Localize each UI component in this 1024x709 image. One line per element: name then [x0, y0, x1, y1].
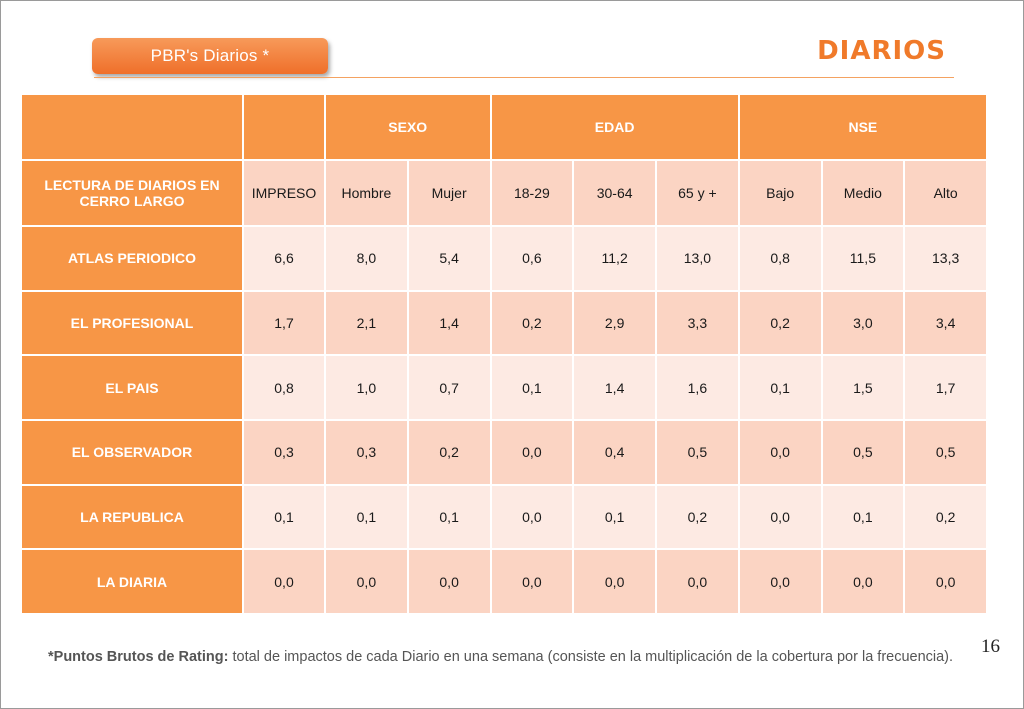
table-cell: 1,7 [244, 291, 324, 355]
table-cell: 0,8 [739, 227, 821, 290]
table-cell: 0,1 [326, 485, 407, 549]
table-cell: 1,0 [326, 356, 407, 419]
table-cell: 0,1 [822, 485, 904, 549]
section-tab[interactable]: PBR's Diarios * [92, 38, 328, 74]
table-cell: 0,2 [491, 291, 573, 355]
table-cell: 1,4 [574, 356, 655, 419]
table-cell: 2,9 [574, 291, 655, 355]
table-cell: 0,0 [491, 420, 573, 484]
table-row: LA DIARIA 0,0 0,0 0,0 0,0 0,0 0,0 0,0 0,0 0,0 [22, 550, 986, 613]
table-row: ATLAS PERIODICO 6,6 8,0 5,4 0,6 11,2 13,0 0,8 11… [22, 227, 986, 290]
table-cell: 1,4 [408, 291, 490, 355]
table-cell: 11,5 [822, 227, 904, 290]
table-row: EL OBSERVADOR 0,3 0,3 0,2 0,0 0,4 0,5 0,0 0,5 0,5 [22, 420, 986, 484]
column-header: Mujer [408, 161, 490, 225]
table-cell: 0,0 [905, 550, 986, 613]
table-cell: 0,5 [905, 420, 986, 484]
row-label: ATLAS PERIODICO [22, 227, 242, 290]
table-cell: 0,0 [739, 550, 821, 613]
table-cell: 0,7 [408, 356, 490, 419]
table-cell: 0,1 [244, 485, 324, 549]
column-header: 18-29 [491, 161, 573, 225]
column-header: 30-64 [574, 161, 655, 225]
column-header: 65 y + [657, 161, 738, 225]
column-header: Medio [822, 161, 904, 225]
table-cell: 1,6 [657, 356, 738, 419]
table-cell: 3,3 [657, 291, 738, 355]
table-cell: 0,0 [244, 550, 324, 613]
table-cell: 2,1 [326, 291, 407, 355]
table-cell: 0,0 [822, 550, 904, 613]
table-cell: 8,0 [326, 227, 407, 290]
table-cell: 1,5 [822, 356, 904, 419]
group-header-sexo: SEXO [326, 95, 490, 159]
column-header: IMPRESO [244, 161, 324, 225]
column-header: Bajo [739, 161, 821, 225]
table-cell: 0,1 [491, 356, 573, 419]
table-cell: 0,3 [326, 420, 407, 484]
table-cell: 0,6 [491, 227, 573, 290]
table-row: EL PAIS 0,8 1,0 0,7 0,1 1,4 1,6 0,1 1,5 1,7 [22, 356, 986, 419]
table-cell: 1,7 [905, 356, 986, 419]
table-cell: 3,0 [822, 291, 904, 355]
table-cell: 0,2 [408, 420, 490, 484]
group-header-row: SEXO EDAD NSE [22, 95, 986, 159]
table-row: LA REPUBLICA 0,1 0,1 0,1 0,0 0,1 0,2 0,0 0,1 0,2 [22, 485, 986, 549]
table-cell: 0,0 [491, 550, 573, 613]
footnote-term: *Puntos Brutos de Rating: [48, 649, 229, 665]
table-cell: 0,2 [739, 291, 821, 355]
section-tab-label: PBR's Diarios * [150, 46, 270, 65]
page-number: 16 [981, 636, 1000, 657]
table-cell: 0,1 [574, 485, 655, 549]
table-cell: 0,0 [657, 550, 738, 613]
footnote-text: total de impactos de cada Diario en una … [228, 649, 954, 665]
table-cell: 11,2 [574, 227, 655, 290]
row-label: EL OBSERVADOR [22, 420, 242, 484]
corner-cell [22, 95, 242, 159]
group-header-nse: NSE [739, 95, 986, 159]
table-cell: 0,5 [657, 420, 738, 484]
table-cell: 0,0 [739, 485, 821, 549]
row-header-label: LECTURA DE DIARIOS EN CERRO LARGO [22, 161, 242, 225]
table-cell: 0,1 [408, 485, 490, 549]
column-header: Alto [905, 161, 986, 225]
readership-table: SEXO EDAD NSE LECTURA DE DIARIOS EN CERR… [20, 93, 988, 615]
table-cell: 0,2 [657, 485, 738, 549]
footnote: *Puntos Brutos de Rating: total de impac… [48, 648, 958, 667]
table-cell: 0,0 [408, 550, 490, 613]
table-row: EL PROFESIONAL 1,7 2,1 1,4 0,2 2,9 3,3 0,2 3,0 3,… [22, 291, 986, 355]
page-title: DIARIOS [817, 36, 946, 66]
table-cell: 0,8 [244, 356, 324, 419]
row-label: EL PAIS [22, 356, 242, 419]
row-label: LA DIARIA [22, 550, 242, 613]
group-header-edad: EDAD [491, 95, 738, 159]
table-cell: 0,0 [739, 420, 821, 484]
table-cell: 6,6 [244, 227, 324, 290]
table-cell: 0,2 [905, 485, 986, 549]
table-cell: 0,1 [739, 356, 821, 419]
impreso-group-cell [244, 95, 324, 159]
table-cell: 3,4 [905, 291, 986, 355]
row-label: EL PROFESIONAL [22, 291, 242, 355]
table-cell: 0,4 [574, 420, 655, 484]
table-cell: 0,0 [574, 550, 655, 613]
column-header-row: LECTURA DE DIARIOS EN CERRO LARGO IMPRES… [22, 161, 986, 225]
table-cell: 0,3 [244, 420, 324, 484]
table-cell: 5,4 [408, 227, 490, 290]
row-label: LA REPUBLICA [22, 485, 242, 549]
table-cell: 13,3 [905, 227, 986, 290]
column-header: Hombre [326, 161, 407, 225]
title-divider [94, 77, 954, 78]
table-cell: 13,0 [657, 227, 738, 290]
table-cell: 0,0 [326, 550, 407, 613]
table-cell: 0,5 [822, 420, 904, 484]
table-cell: 0,0 [491, 485, 573, 549]
